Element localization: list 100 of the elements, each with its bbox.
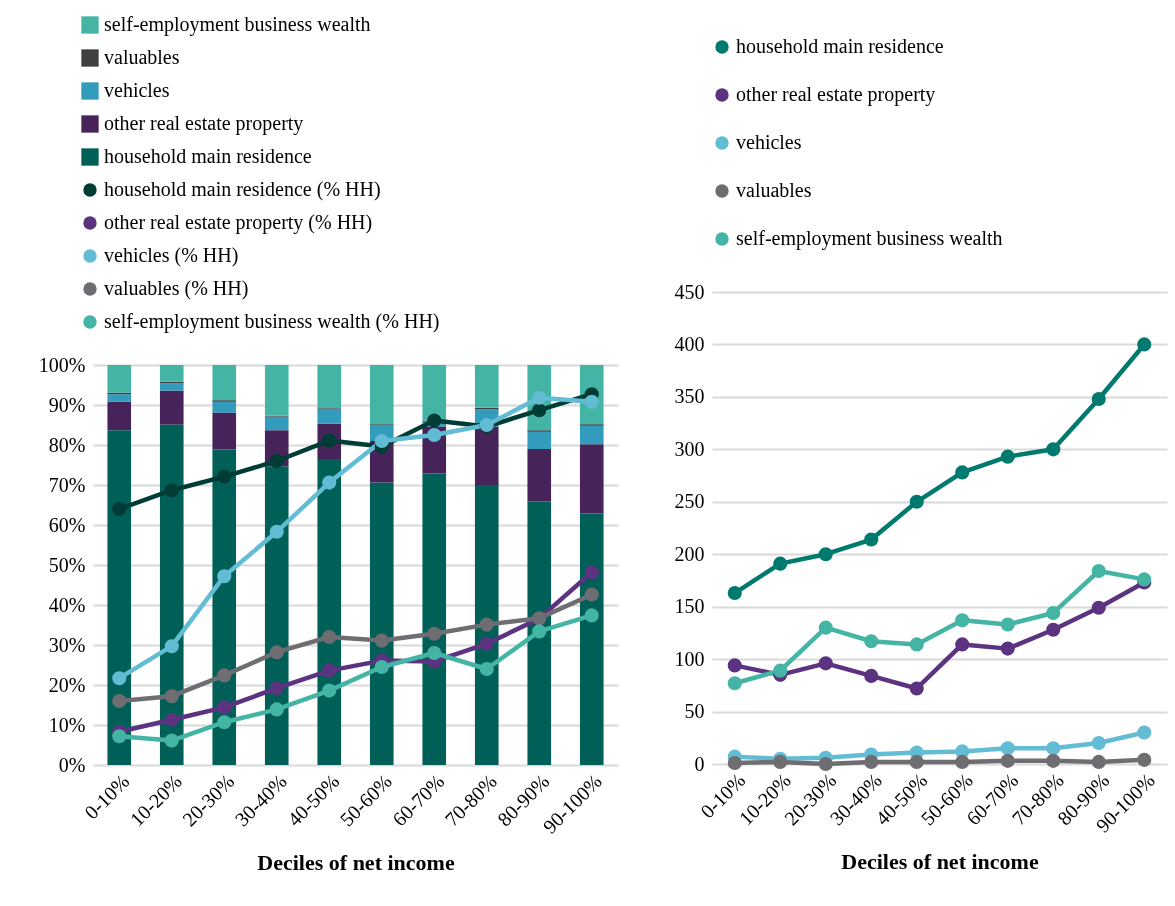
y-tick-label: 200: [674, 542, 705, 565]
point: [164, 733, 179, 748]
point: [727, 755, 742, 771]
point: [112, 693, 127, 709]
y-tick-label: 150: [674, 595, 705, 618]
y-tick-label: 30%: [48, 633, 86, 656]
point: [818, 620, 833, 635]
bar: [159, 365, 184, 382]
point: [479, 636, 494, 651]
point: [217, 715, 232, 730]
bar: [107, 394, 132, 402]
bar: [474, 485, 499, 765]
y-tick-label: 450: [674, 280, 705, 303]
bar: [212, 401, 237, 413]
x-axis-title: Deciles of net income: [841, 849, 1039, 875]
bar: [422, 473, 447, 765]
point: [217, 569, 232, 584]
point: [269, 681, 284, 696]
y-tick-label: 300: [674, 437, 705, 460]
point: [818, 656, 833, 671]
y-tick-label: 250: [674, 490, 705, 513]
point: [818, 547, 833, 562]
point: [727, 658, 742, 673]
bar: [159, 390, 184, 425]
legend-label: household main residence: [104, 145, 312, 167]
bar: [474, 365, 499, 408]
legend-label: household main residence (% HH): [104, 178, 381, 201]
point: [909, 494, 924, 509]
legend-label: valuables: [736, 179, 812, 201]
y-tick-label: 70%: [48, 473, 86, 496]
point: [427, 645, 442, 661]
point: [217, 700, 232, 715]
point: [1046, 741, 1061, 756]
point: [322, 475, 337, 490]
point: [1137, 752, 1152, 767]
legend-label: vehicles (% HH): [104, 244, 239, 267]
legend-label: vehicles: [736, 131, 802, 153]
y-tick-label: 350: [674, 385, 705, 408]
point: [217, 668, 232, 683]
point: [269, 453, 284, 469]
point: [164, 712, 179, 727]
point: [532, 390, 547, 405]
point: [374, 659, 389, 675]
point: [955, 637, 970, 652]
point: [269, 524, 284, 539]
legend-label: self-employment business wealth: [104, 13, 371, 36]
bar: [369, 365, 394, 425]
point: [909, 754, 924, 769]
point: [374, 433, 389, 449]
bar: [527, 449, 552, 502]
bar: [369, 482, 394, 765]
point: [1046, 442, 1061, 457]
legend-label: household main residence: [736, 35, 944, 57]
point: [584, 608, 599, 623]
y-tick-label: 100: [674, 647, 705, 670]
y-tick-label: 20%: [48, 673, 86, 696]
legend-label: self-employment business wealth: [736, 227, 1003, 250]
point: [1091, 563, 1106, 579]
y-tick-label: 100%: [38, 353, 86, 376]
bar: [212, 412, 237, 450]
point: [584, 565, 599, 580]
point: [217, 469, 232, 484]
point: [1137, 337, 1152, 352]
point: [864, 754, 879, 769]
point: [269, 702, 284, 717]
point: [374, 633, 389, 648]
bar: [159, 383, 184, 391]
point: [1000, 753, 1015, 768]
bar: [317, 408, 342, 424]
bar: [317, 365, 342, 408]
point: [1046, 622, 1061, 637]
point: [322, 663, 337, 678]
legend-label: other real estate property (% HH): [104, 211, 373, 234]
x-axis-title: Deciles of net income: [257, 850, 455, 876]
point: [773, 663, 788, 678]
point: [164, 689, 179, 704]
y-tick-label: 50%: [48, 553, 86, 576]
point: [727, 676, 742, 691]
bar: [474, 426, 499, 485]
point: [864, 532, 879, 547]
point: [773, 556, 788, 571]
legend-label: other real estate property: [104, 112, 304, 135]
point: [1000, 641, 1015, 656]
bar: [527, 431, 552, 449]
point: [818, 756, 833, 772]
point: [1091, 391, 1106, 407]
point: [864, 634, 879, 649]
y-tick-label: 80%: [48, 433, 86, 456]
point: [1046, 605, 1061, 621]
point: [427, 626, 442, 641]
point: [1091, 735, 1106, 751]
bar: [107, 430, 132, 765]
point: [532, 403, 547, 418]
bar: [264, 365, 289, 416]
y-tick-label: 90%: [48, 393, 86, 416]
bar: [579, 425, 604, 445]
point: [427, 427, 442, 443]
point: [1000, 741, 1015, 756]
point: [955, 465, 970, 480]
point: [1000, 449, 1015, 464]
